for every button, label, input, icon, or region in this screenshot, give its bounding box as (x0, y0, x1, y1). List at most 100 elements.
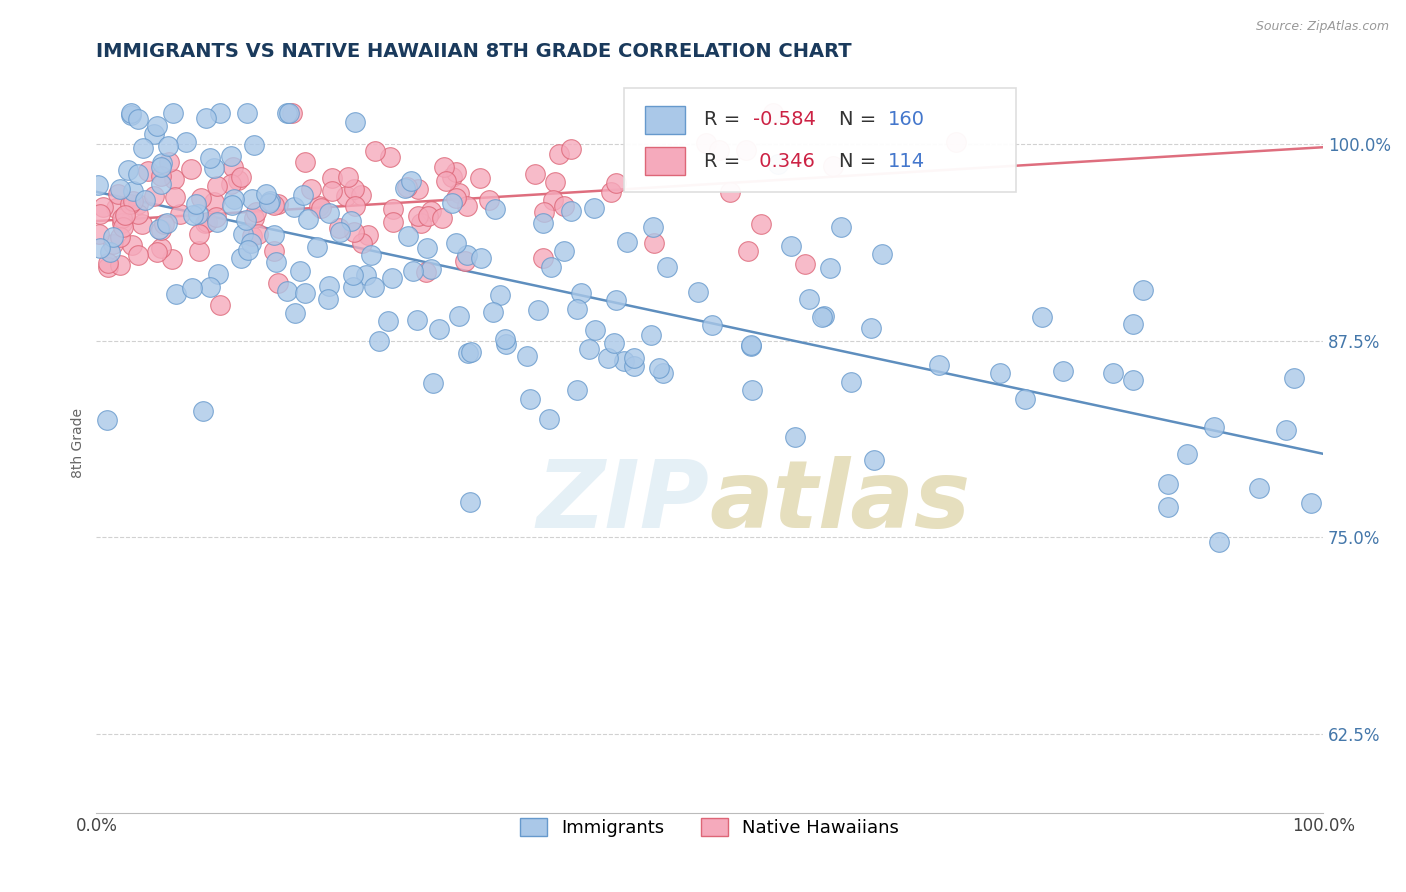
Point (150, 222, 173, 236)
Point (494, 332, 516, 346)
Point (191, 404, 214, 418)
Point (1202, 420, 1225, 434)
Point (378, 150, 401, 164)
Point (860, 321, 883, 335)
Point (112, 219, 135, 234)
Point (1122, 373, 1144, 387)
Point (148, 222, 170, 236)
Text: 114: 114 (887, 152, 925, 171)
Point (440, 195, 463, 210)
Point (294, 155, 316, 169)
Point (245, 205, 267, 219)
Point (768, 157, 790, 171)
Point (368, 334, 391, 348)
Point (695, 136, 717, 151)
Point (335, 189, 357, 203)
Point (1157, 476, 1180, 491)
Point (240, 229, 263, 244)
Point (165, 287, 187, 301)
Point (145, 120, 167, 134)
Point (783, 430, 806, 444)
Point (259, 194, 281, 209)
Point (350, 188, 373, 202)
Point (408, 209, 430, 223)
Point (945, 135, 967, 149)
Point (305, 240, 328, 254)
Point (655, 260, 678, 274)
Point (707, 143, 730, 157)
Point (328, 221, 350, 235)
Text: IMMIGRANTS VS NATIVE HAWAIIAN 8TH GRADE CORRELATION CHART: IMMIGRANTS VS NATIVE HAWAIIAN 8TH GRADE … (97, 42, 852, 61)
Point (489, 287, 512, 301)
Point (194, 216, 217, 230)
Point (623, 351, 645, 366)
Point (108, 230, 131, 244)
Point (381, 270, 404, 285)
Point (342, 280, 364, 294)
Point (578, 343, 600, 357)
Point (321, 184, 343, 198)
Point (329, 225, 352, 239)
Point (236, 105, 259, 120)
Point (186, 196, 208, 211)
Point (127, 206, 149, 220)
Point (342, 268, 364, 283)
Point (120, 196, 142, 211)
Point (560, 142, 582, 156)
Point (104, 201, 127, 215)
Point (447, 309, 470, 323)
Point (531, 217, 554, 231)
Point (297, 211, 319, 226)
Point (290, 263, 312, 277)
Point (121, 194, 143, 208)
Point (394, 180, 416, 194)
Point (202, 161, 225, 176)
Point (117, 162, 139, 177)
Point (238, 243, 260, 257)
Point (142, 189, 165, 203)
Point (299, 182, 322, 196)
Point (1052, 364, 1074, 378)
Point (254, 187, 277, 202)
Point (344, 114, 367, 128)
Point (741, 383, 763, 397)
Point (1175, 447, 1198, 461)
Point (495, 336, 517, 351)
Point (799, 293, 821, 307)
Point (169, 206, 191, 220)
Point (229, 169, 252, 184)
Point (207, 267, 229, 281)
Point (540, 260, 562, 274)
Point (381, 215, 404, 229)
Point (446, 191, 468, 205)
Point (516, 349, 538, 363)
Point (354, 268, 377, 282)
Point (718, 185, 741, 199)
Point (416, 209, 439, 223)
Point (456, 199, 478, 213)
FancyBboxPatch shape (645, 147, 685, 176)
Point (402, 264, 425, 278)
Point (132, 141, 155, 155)
Point (276, 105, 298, 120)
Point (780, 239, 803, 253)
Point (357, 227, 380, 242)
Point (810, 310, 832, 324)
Point (343, 225, 366, 239)
Point (235, 212, 257, 227)
Point (343, 199, 366, 213)
Point (309, 201, 332, 215)
Point (114, 209, 136, 223)
Point (523, 167, 546, 181)
Point (749, 217, 772, 231)
Point (207, 179, 229, 194)
Point (456, 248, 478, 262)
Point (446, 235, 468, 250)
Point (162, 105, 184, 120)
Point (163, 190, 186, 204)
FancyBboxPatch shape (645, 106, 685, 134)
Point (122, 184, 145, 198)
Point (688, 285, 710, 299)
Point (163, 171, 186, 186)
Point (1299, 496, 1322, 510)
